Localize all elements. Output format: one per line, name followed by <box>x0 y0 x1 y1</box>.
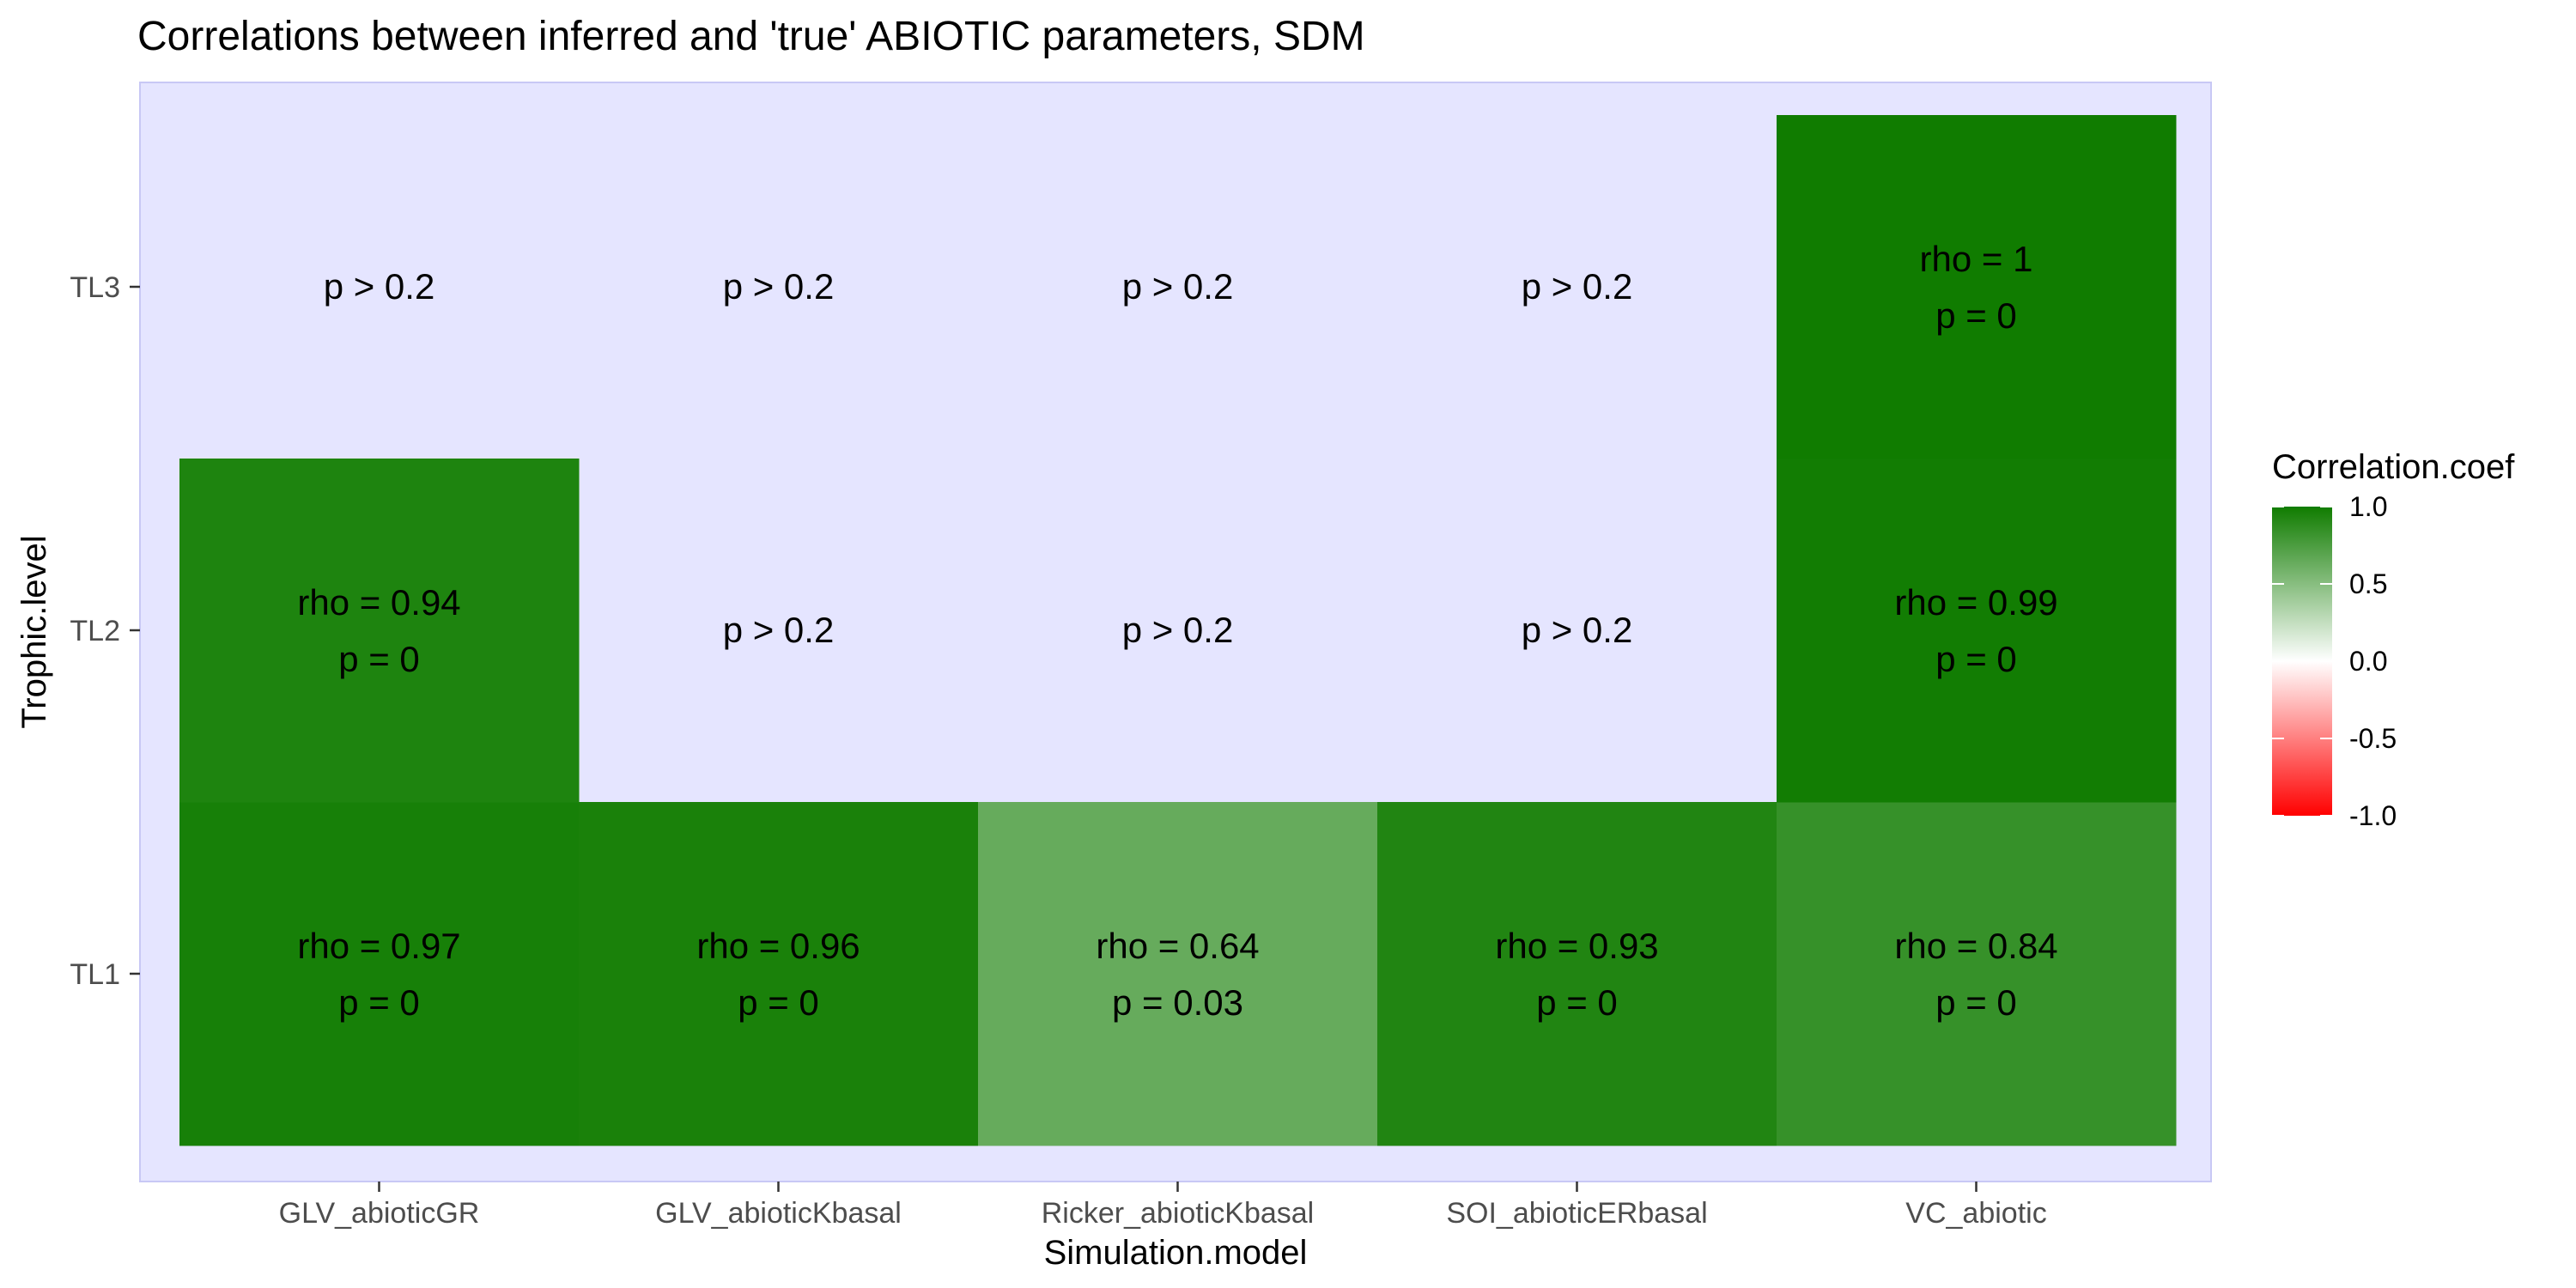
heatmap-cell <box>579 802 979 1146</box>
x-tick-label: GLV_abioticGR <box>279 1197 480 1230</box>
x-tick-label: GLV_abioticKbasal <box>655 1197 902 1230</box>
heatmap-cell <box>1777 115 2177 459</box>
chart-title: Correlations between inferred and 'true'… <box>137 14 1365 59</box>
heatmap-cell <box>1377 802 1777 1146</box>
cell-labels: rho = 0.97 p = 0 rho = 0.96 p = 0 rho = 0.64… <box>297 239 2057 1023</box>
cell-label-rho: rho = 0.99 <box>1894 582 2057 623</box>
cell-label-rho: rho = 0.93 <box>1495 926 1658 966</box>
cell-label-p: p = 0 <box>1935 982 2017 1023</box>
heatmap-cell <box>179 459 580 803</box>
x-tick-label: SOI_abioticERbasal <box>1446 1197 1707 1230</box>
legend-ticks: 1.0 0.5 0.0 -0.5 -1.0 <box>2272 491 2397 831</box>
y-tick-label: TL1 <box>70 958 120 991</box>
cell-label-p: p > 0.2 <box>1122 266 1234 307</box>
heatmap-cell <box>179 802 580 1146</box>
cell-label-rho: rho = 0.96 <box>696 926 860 966</box>
legend-tick-label: 1.0 <box>2349 491 2387 522</box>
cell-label-p: p = 0 <box>738 982 819 1023</box>
x-axis: GLV_abioticGR GLV_abioticKbasal Ricker_abi… <box>279 1182 2047 1230</box>
y-tick-label: TL2 <box>70 615 120 647</box>
legend-title: Correlation.coef <box>2272 448 2515 486</box>
y-axis: TL1 TL2 TL3 <box>70 271 140 991</box>
x-tick-label: Ricker_abioticKbasal <box>1042 1197 1315 1230</box>
cell-label-rho: rho = 0.97 <box>297 926 460 966</box>
cell-label-p: p = 0 <box>338 639 420 679</box>
cell-label-p: p = 0.03 <box>1112 982 1243 1023</box>
legend-tick-label: 0.0 <box>2349 646 2387 677</box>
heatmap-cell <box>1777 802 2177 1146</box>
cell-label-p: p = 0 <box>1935 639 2017 679</box>
y-tick-label: TL3 <box>70 271 120 304</box>
cell-label-rho: rho = 0.84 <box>1894 926 2057 966</box>
legend-tick-label: -1.0 <box>2349 800 2397 831</box>
cell-label-rho: rho = 1 <box>1920 239 2033 279</box>
cell-label-rho: rho = 0.94 <box>297 582 460 623</box>
cell-label-p: p = 0 <box>1935 295 2017 336</box>
cell-label-p: p > 0.2 <box>1522 266 1633 307</box>
cell-label-p: p > 0.2 <box>723 610 835 650</box>
cell-label-p: p = 0 <box>1536 982 1618 1023</box>
heatmap-cells <box>179 115 2177 1146</box>
x-tick-label: VC_abiotic <box>1905 1197 2046 1230</box>
cell-label-p: p > 0.2 <box>1122 610 1234 650</box>
legend-tick-label: 0.5 <box>2349 568 2387 599</box>
heatmap-cell <box>1777 459 2177 803</box>
color-legend: Correlation.coef 1.0 0.5 0.0 -0.5 -1.0 <box>2272 448 2515 831</box>
cell-label-p: p > 0.2 <box>1522 610 1633 650</box>
y-axis-title: Trophic.level <box>15 535 53 728</box>
cell-label-p: p > 0.2 <box>324 266 435 307</box>
cell-label-p: p > 0.2 <box>723 266 835 307</box>
legend-tick-label: -0.5 <box>2349 723 2397 754</box>
cell-label-rho: rho = 0.64 <box>1096 926 1259 966</box>
heatmap-cell <box>978 802 1378 1146</box>
x-axis-title: Simulation.model <box>1044 1234 1308 1272</box>
cell-label-p: p = 0 <box>338 982 420 1023</box>
